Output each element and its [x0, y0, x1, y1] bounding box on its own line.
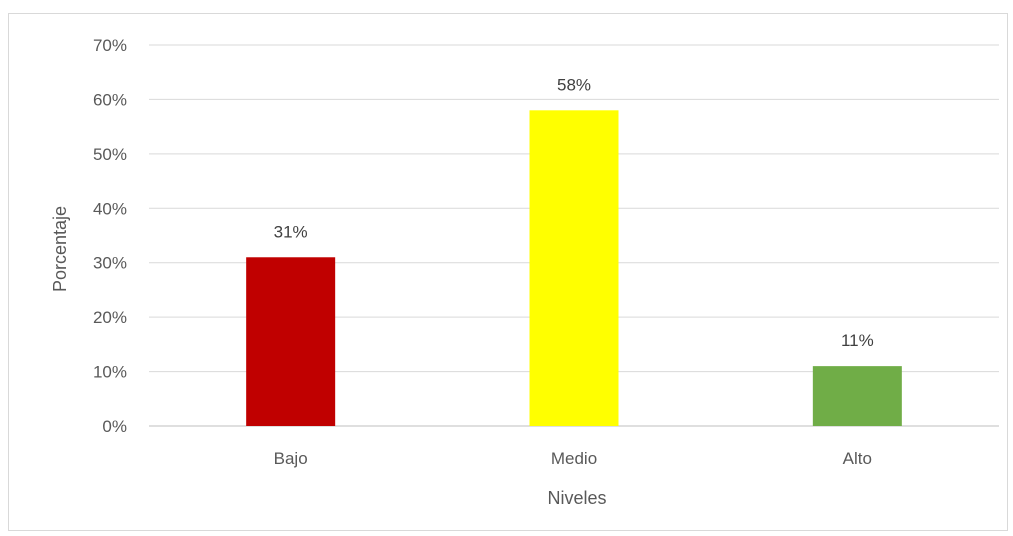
data-label-medio: 58%: [557, 75, 591, 94]
y-tick-label: 10%: [93, 363, 127, 382]
x-axis-ticks: Bajo Medio Alto: [274, 449, 872, 468]
x-tick-label-bajo: Bajo: [274, 449, 308, 468]
y-axis-ticks: 0% 10% 20% 30% 40% 50% 60% 70%: [93, 36, 127, 436]
y-tick-label: 30%: [93, 254, 127, 273]
bar-bajo: [246, 257, 336, 426]
x-tick-label-medio: Medio: [551, 449, 597, 468]
bar-alto: [812, 366, 902, 426]
y-tick-label: 60%: [93, 90, 127, 109]
data-label-alto: 11%: [841, 331, 874, 350]
y-tick-label: 70%: [93, 36, 127, 55]
x-tick-label-alto: Alto: [843, 449, 872, 468]
y-tick-label: 20%: [93, 308, 127, 327]
y-axis-title: Porcentaje: [50, 206, 70, 292]
bar-chart: 0% 10% 20% 30% 40% 50% 60% 70% 31% 58% 11% Bajo Me…: [50, 36, 999, 508]
data-labels: 31% 58% 11%: [274, 75, 874, 350]
y-tick-label: 0%: [102, 417, 127, 436]
y-tick-label: 40%: [93, 199, 127, 218]
bar-medio: [529, 110, 619, 427]
bars: [246, 110, 902, 427]
chart-frame: 0% 10% 20% 30% 40% 50% 60% 70% 31% 58% 11% Bajo Me…: [8, 13, 1008, 531]
y-tick-label: 50%: [93, 145, 127, 164]
x-axis-title: Niveles: [547, 488, 606, 508]
data-label-bajo: 31%: [274, 222, 308, 241]
